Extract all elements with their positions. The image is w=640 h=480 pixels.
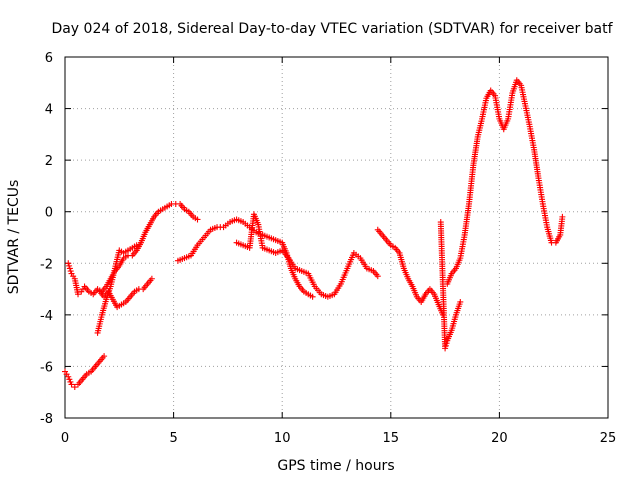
data-point — [101, 353, 108, 360]
x-tick-label: 20 — [491, 431, 508, 446]
series-arc-3 — [94, 242, 140, 336]
data-point — [194, 216, 201, 223]
x-axis-label: GPS time / hours — [277, 458, 394, 474]
y-tick-label: 6 — [45, 51, 53, 66]
plot-frame — [64, 56, 609, 419]
series-arc-6 — [233, 211, 381, 300]
series-arc-7 — [374, 226, 446, 318]
data-point — [75, 291, 82, 298]
series-arc-8 — [437, 219, 464, 352]
data-point — [65, 260, 72, 267]
data-point — [457, 298, 464, 305]
y-tick-label: -2 — [40, 257, 53, 272]
y-axis: -8 -6 -4 -2 0 2 4 6 — [40, 51, 608, 427]
data-point — [65, 373, 72, 380]
x-tick-label: 5 — [169, 431, 177, 446]
data-point — [66, 376, 73, 383]
data-point — [66, 265, 73, 272]
data-point — [66, 262, 73, 269]
x-tick-label: 25 — [600, 431, 617, 446]
y-axis-label: SDTVAR / TECUs — [6, 180, 22, 295]
data-point — [68, 381, 75, 388]
data-point — [442, 345, 449, 352]
data-point — [559, 213, 566, 220]
data-point — [67, 378, 74, 385]
y-tick-label: 2 — [45, 154, 53, 169]
series-arc-4 — [96, 275, 155, 311]
y-tick-label: -6 — [40, 360, 53, 375]
x-tick-label: 0 — [61, 431, 69, 446]
x-tick-label: 10 — [274, 431, 291, 446]
series-arc-1 — [62, 353, 108, 391]
data-point — [71, 384, 78, 391]
data-point — [443, 340, 450, 347]
x-tick-label: 15 — [383, 431, 400, 446]
data-points — [62, 77, 566, 391]
y-tick-label: -8 — [40, 412, 53, 427]
data-point — [67, 268, 74, 275]
data-point — [442, 342, 449, 349]
series-arc-5 — [174, 216, 316, 300]
series-arc-9 — [444, 77, 566, 287]
data-point — [148, 275, 155, 282]
x-axis: 0 5 10 15 20 25 — [61, 57, 616, 446]
data-point — [309, 293, 316, 300]
y-tick-label: 0 — [45, 206, 53, 221]
data-point — [133, 242, 140, 249]
chart-title: Day 024 of 2018, Sidereal Day-to-day VTE… — [51, 21, 613, 37]
y-tick-label: -4 — [40, 309, 53, 324]
y-tick-label: 4 — [45, 103, 53, 118]
data-point — [374, 273, 381, 280]
